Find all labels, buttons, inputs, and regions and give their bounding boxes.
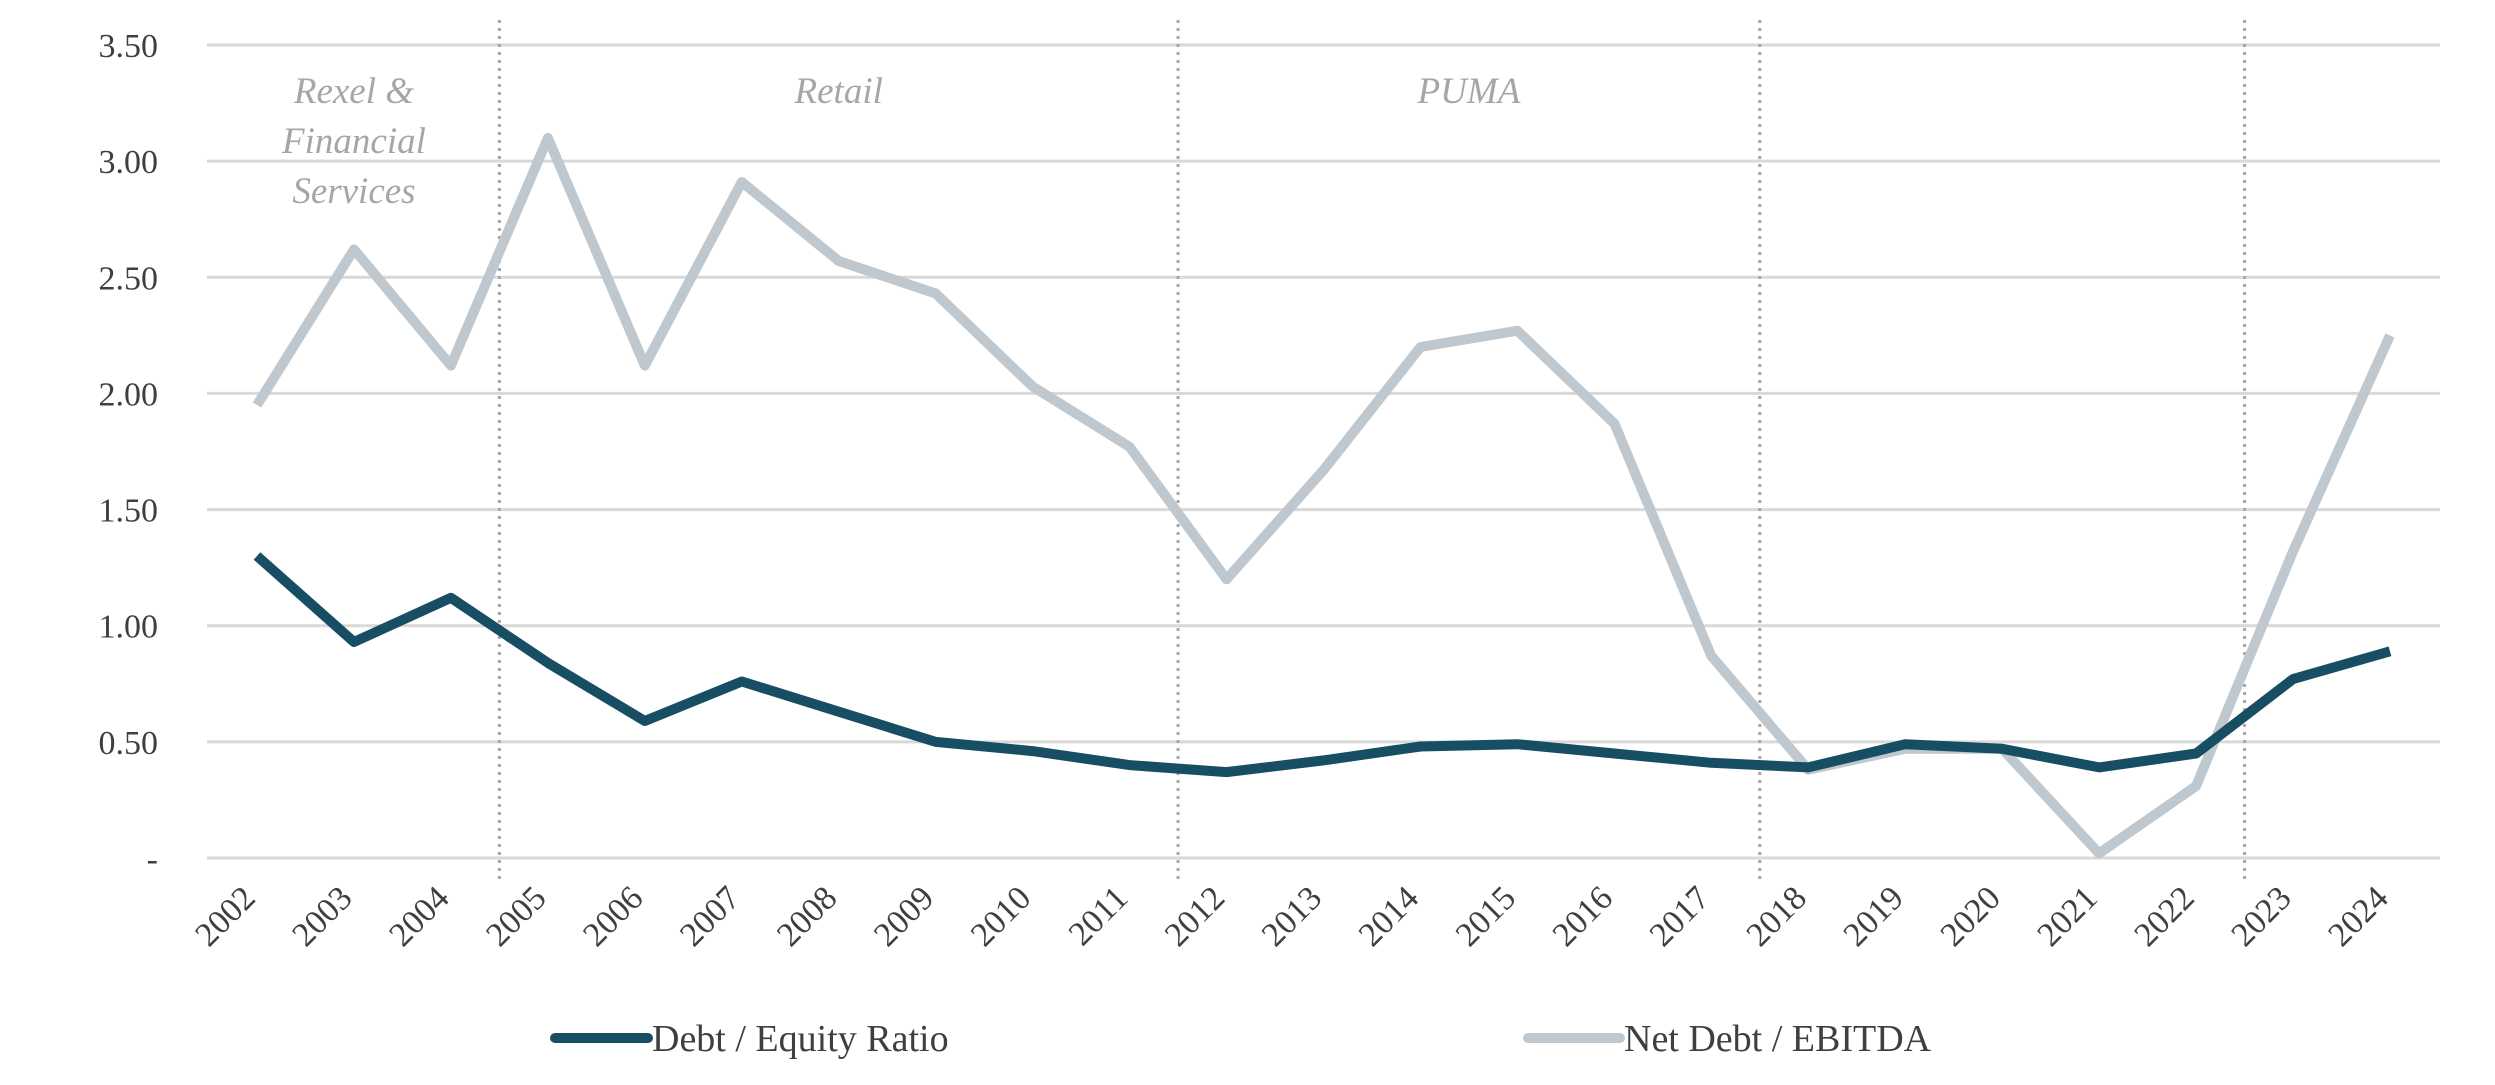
x-tick-label: 2002 [188, 879, 262, 953]
x-tick-label: 2023 [2224, 879, 2298, 953]
series-lines [252, 132, 2395, 859]
era-label-rexel-financial-services: Rexel & Financial Services [281, 71, 426, 212]
x-tick-label: 2014 [1352, 879, 1426, 953]
y-tick-label: 3.00 [99, 144, 159, 181]
x-tick-label: 2012 [1158, 879, 1232, 953]
x-tick-label: 2016 [1546, 879, 1620, 953]
x-tick-label: 2017 [1643, 879, 1717, 953]
era-labels: Rexel & Financial Services Retail PUMA [281, 71, 1521, 212]
x-tick-label: 2007 [673, 879, 747, 953]
era-label-retail: Retail [794, 71, 883, 112]
x-tick-label: 2004 [382, 879, 456, 953]
y-tick-label: - [147, 841, 158, 878]
x-tick-label: 2021 [2031, 879, 2105, 953]
x-tick-label: 2011 [1062, 879, 1135, 952]
x-tick-label: 2010 [964, 879, 1038, 953]
x-tick-label: 2024 [2321, 879, 2395, 953]
legend-label-net-debt-ebitda: Net Debt / EBITDA [1624, 1018, 1932, 1060]
series-line-net-debt-ebitda [252, 132, 2395, 859]
y-tick-label: 2.50 [99, 260, 159, 297]
x-tick-label: 2009 [867, 879, 941, 953]
y-tick-label: 1.50 [99, 493, 159, 530]
y-tick-label: 1.00 [99, 609, 159, 646]
x-tick-label: 2005 [479, 879, 553, 953]
x-tick-label: 2003 [285, 879, 359, 953]
y-tick-label: 2.00 [99, 376, 159, 413]
x-tick-label: 2015 [1449, 879, 1523, 953]
x-tick-label: 2020 [1934, 879, 2008, 953]
era-label-puma: PUMA [1417, 71, 1521, 112]
legend-label-debt-equity: Debt / Equity Ratio [652, 1018, 949, 1060]
y-axis-ticks: - 0.50 1.00 1.50 2.00 2.50 3.00 3.50 [99, 28, 159, 878]
series-line-debt-equity-ratio [253, 552, 2392, 778]
y-tick-label: 3.50 [99, 28, 159, 65]
x-tick-label: 2022 [2128, 879, 2202, 953]
x-tick-label: 2019 [1837, 879, 1911, 953]
x-tick-label: 2018 [1740, 879, 1814, 953]
gridlines [207, 43, 2440, 860]
y-tick-label: 0.50 [99, 725, 159, 762]
x-tick-label: 2008 [770, 879, 844, 953]
x-axis-ticks: 2002 2003 2004 2005 2006 2007 2008 2009 2010 2011… [188, 879, 2395, 953]
x-tick-label: 2013 [1255, 879, 1329, 953]
legend: Debt / Equity Ratio Net Debt / EBITDA [550, 1018, 1932, 1060]
x-tick-label: 2006 [576, 879, 650, 953]
